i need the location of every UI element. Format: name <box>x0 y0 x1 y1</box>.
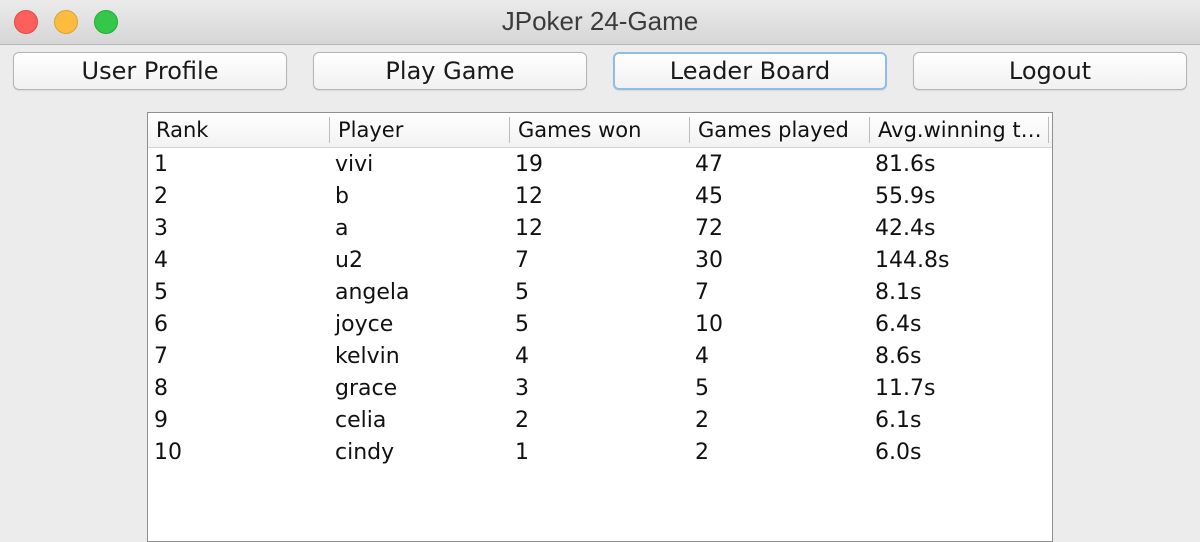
cell-player: kelvin <box>335 344 400 369</box>
cell-avg-winning-time: 42.4s <box>875 216 936 241</box>
cell-player: vivi <box>335 152 374 177</box>
cell-games-won: 5 <box>515 312 529 337</box>
cell-avg-winning-time: 8.6s <box>875 344 922 369</box>
cell-rank: 5 <box>154 280 168 305</box>
window-title: JPoker 24-Game <box>501 6 699 36</box>
cell-games-won: 19 <box>515 152 543 177</box>
cell-rank: 2 <box>154 184 168 209</box>
cell-games-won: 1 <box>515 440 529 465</box>
table-row[interactable]: 8 grace 3 5 11.7s <box>148 373 1052 405</box>
cell-games-played: 10 <box>695 312 723 337</box>
user-profile-button[interactable]: User Profile <box>13 52 287 90</box>
cell-player: cindy <box>335 440 395 465</box>
cell-games-won: 7 <box>515 248 529 273</box>
cell-rank: 1 <box>154 152 168 177</box>
cell-rank: 6 <box>154 312 168 337</box>
cell-avg-winning-time: 11.7s <box>875 376 936 401</box>
cell-player: celia <box>335 408 387 433</box>
cell-games-won: 3 <box>515 376 529 401</box>
cell-avg-winning-time: 6.1s <box>875 408 922 433</box>
column-header-games-won[interactable]: Games won <box>509 117 689 143</box>
cell-player: b <box>335 184 349 209</box>
table-row[interactable]: 9 celia 2 2 6.1s <box>148 405 1052 437</box>
cell-games-played: 45 <box>695 184 723 209</box>
cell-player: joyce <box>335 312 394 337</box>
cell-avg-winning-time: 55.9s <box>875 184 936 209</box>
cell-rank: 10 <box>154 440 182 465</box>
table-row[interactable]: 7 kelvin 4 4 8.6s <box>148 341 1052 373</box>
table-row[interactable]: 2 b 12 45 55.9s <box>148 181 1052 213</box>
table-header: Rank Player Games won Games played Avg.w… <box>148 113 1052 148</box>
cell-games-played: 5 <box>695 376 709 401</box>
column-header-avg-winning-time[interactable]: Avg.winning t… <box>869 117 1049 143</box>
leader-board-button[interactable]: Leader Board <box>613 52 887 90</box>
close-window-button[interactable] <box>14 10 38 34</box>
cell-avg-winning-time: 144.8s <box>875 248 950 273</box>
play-game-button[interactable]: Play Game <box>313 52 587 90</box>
cell-player: grace <box>335 376 398 401</box>
table-row[interactable]: 6 joyce 5 10 6.4s <box>148 309 1052 341</box>
logout-button[interactable]: Logout <box>913 52 1187 90</box>
cell-avg-winning-time: 6.0s <box>875 440 922 465</box>
cell-games-played: 2 <box>695 440 709 465</box>
cell-rank: 4 <box>154 248 168 273</box>
cell-games-won: 12 <box>515 216 543 241</box>
cell-player: angela <box>335 280 410 305</box>
cell-games-played: 7 <box>695 280 709 305</box>
cell-rank: 9 <box>154 408 168 433</box>
cell-player: u2 <box>335 248 363 273</box>
cell-games-played: 2 <box>695 408 709 433</box>
cell-games-played: 47 <box>695 152 723 177</box>
cell-player: a <box>335 216 349 241</box>
cell-avg-winning-time: 6.4s <box>875 312 922 337</box>
cell-avg-winning-time: 8.1s <box>875 280 922 305</box>
cell-rank: 3 <box>154 216 168 241</box>
cell-rank: 8 <box>154 376 168 401</box>
cell-games-played: 4 <box>695 344 709 369</box>
table-row[interactable]: 10 cindy 1 2 6.0s <box>148 437 1052 469</box>
cell-games-won: 5 <box>515 280 529 305</box>
cell-games-won: 12 <box>515 184 543 209</box>
cell-games-won: 2 <box>515 408 529 433</box>
column-header-rank[interactable]: Rank <box>156 118 209 142</box>
column-header-games-played[interactable]: Games played <box>689 117 869 143</box>
table-row[interactable]: 4 u2 7 30 144.8s <box>148 245 1052 277</box>
maximize-window-button[interactable] <box>94 10 118 34</box>
cell-rank: 7 <box>154 344 168 369</box>
leaderboard-table[interactable]: Rank Player Games won Games played Avg.w… <box>147 112 1053 542</box>
table-row[interactable]: 5 angela 5 7 8.1s <box>148 277 1052 309</box>
cell-games-played: 30 <box>695 248 723 273</box>
title-bar[interactable]: JPoker 24-Game <box>0 0 1200 45</box>
minimize-window-button[interactable] <box>54 10 78 34</box>
cell-games-played: 72 <box>695 216 723 241</box>
cell-avg-winning-time: 81.6s <box>875 152 936 177</box>
cell-games-won: 4 <box>515 344 529 369</box>
table-row[interactable]: 1 vivi 19 47 81.6s <box>148 149 1052 181</box>
column-header-player[interactable]: Player <box>329 117 509 143</box>
table-row[interactable]: 3 a 12 72 42.4s <box>148 213 1052 245</box>
